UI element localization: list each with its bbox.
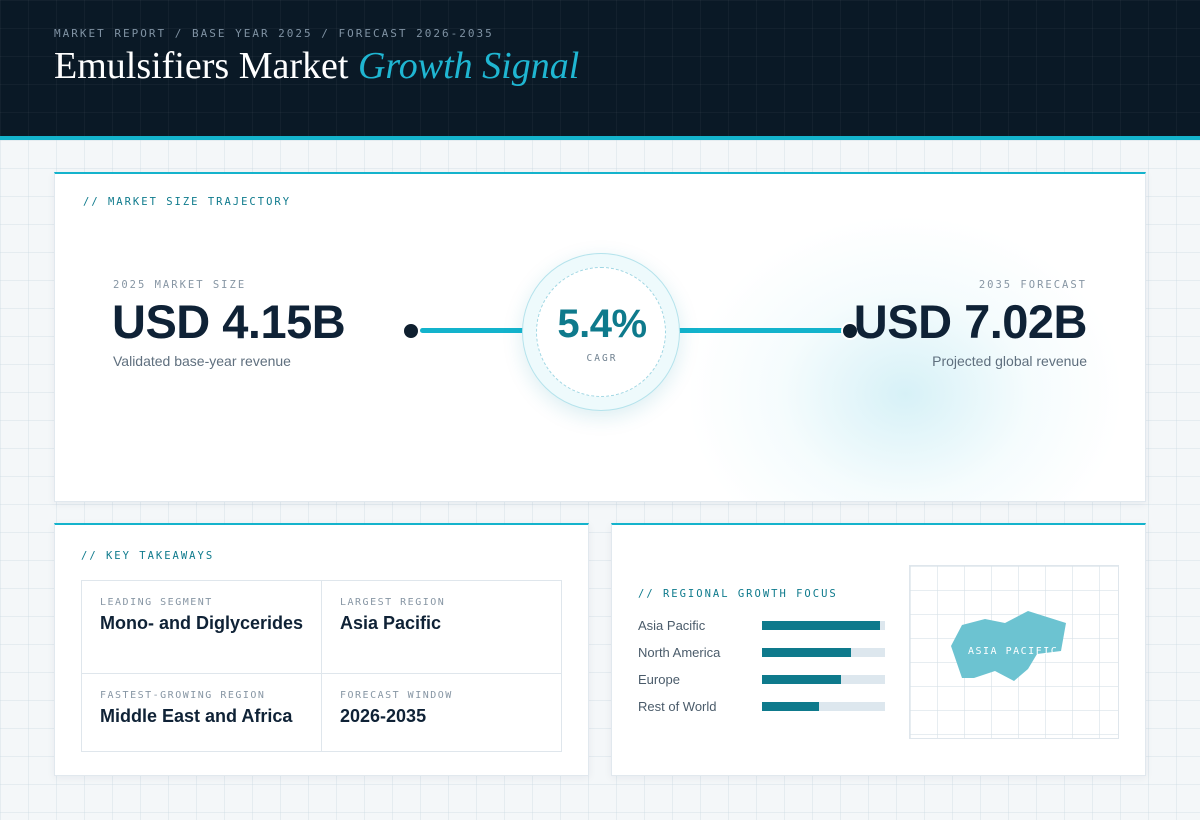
takeaway-fastest-growing-region: FASTEST-GROWING REGION Middle East and A… bbox=[100, 690, 315, 727]
key-takeaways-card: // KEY TAKEAWAYS LEADING SEGMENT Mono- a… bbox=[54, 523, 589, 776]
region-bar-row: Rest of World bbox=[638, 699, 888, 715]
trajectory-line-right bbox=[662, 328, 844, 333]
regional-growth-card: // REGIONAL GROWTH FOCUS Asia Pacific No… bbox=[611, 523, 1146, 776]
region-bar-track bbox=[762, 621, 885, 630]
region-bar-row: Asia Pacific bbox=[638, 618, 888, 634]
section-label-regional: // REGIONAL GROWTH FOCUS bbox=[638, 588, 838, 600]
end-metric-value: USD 7.02B bbox=[853, 295, 1088, 348]
region-bar-row: North America bbox=[638, 645, 888, 661]
region-bar-name: Europe bbox=[638, 672, 680, 687]
start-metric-label: 2025 MARKET SIZE bbox=[113, 279, 247, 291]
title-main: Emulsifiers Market bbox=[54, 45, 349, 87]
cagr-value: 5.4% bbox=[557, 302, 647, 346]
grid-divider-horizontal bbox=[82, 673, 561, 674]
takeaway-label: FORECAST WINDOW bbox=[340, 690, 453, 701]
report-eyebrow: MARKET REPORT / BASE YEAR 2025 / FORECAS… bbox=[54, 27, 494, 40]
report-header: MARKET REPORT / BASE YEAR 2025 / FORECAS… bbox=[0, 0, 1200, 140]
takeaways-grid: LEADING SEGMENT Mono- and Diglycerides L… bbox=[81, 580, 562, 752]
region-bar-track bbox=[762, 648, 885, 657]
takeaway-value: 2026-2035 bbox=[340, 706, 427, 726]
takeaway-label: LARGEST REGION bbox=[340, 597, 446, 608]
trajectory-line-left bbox=[420, 328, 540, 333]
region-bar-name: North America bbox=[638, 645, 721, 660]
map-region-label: ASIA PACIFIC bbox=[968, 646, 1059, 657]
end-metric-label: 2035 FORECAST bbox=[978, 279, 1087, 291]
market-size-card: // MARKET SIZE TRAJECTORY 2025 MARKET SI… bbox=[54, 172, 1146, 502]
cagr-label: CAGR bbox=[586, 353, 618, 364]
region-bar-fill bbox=[762, 702, 819, 711]
cagr-badge: 5.4% CAGR bbox=[522, 253, 680, 411]
region-map: ASIA PACIFIC bbox=[909, 565, 1119, 739]
region-bar-track bbox=[762, 702, 885, 711]
takeaway-value: Mono- and Diglycerides bbox=[100, 613, 304, 633]
end-metric-sub: Projected global revenue bbox=[932, 353, 1087, 369]
takeaway-label: LEADING SEGMENT bbox=[100, 597, 213, 608]
start-metric-sub: Validated base-year revenue bbox=[113, 353, 291, 369]
takeaway-leading-segment: LEADING SEGMENT Mono- and Diglycerides bbox=[100, 597, 305, 634]
background-glow bbox=[685, 214, 1125, 501]
section-label-takeaways: // KEY TAKEAWAYS bbox=[81, 550, 215, 562]
cagr-badge-inner: 5.4% CAGR bbox=[536, 267, 666, 397]
start-metric-value: USD 4.15B bbox=[112, 295, 346, 348]
takeaway-value: Asia Pacific bbox=[340, 613, 442, 633]
title-accent: Growth Signal bbox=[357, 45, 580, 87]
takeaway-label: FASTEST-GROWING REGION bbox=[100, 690, 266, 701]
grid-divider-vertical bbox=[321, 581, 322, 751]
region-bar-name: Rest of World bbox=[638, 699, 717, 714]
region-bar-fill bbox=[762, 621, 881, 630]
asia-pacific-map-shape bbox=[951, 611, 1066, 681]
end-point-dot bbox=[841, 322, 859, 340]
region-bar-track bbox=[762, 675, 885, 684]
region-bar-fill bbox=[762, 675, 841, 684]
takeaway-forecast-window: FORECAST WINDOW 2026-2035 bbox=[340, 690, 550, 727]
page-title: Emulsifiers Market Growth Signal bbox=[54, 44, 579, 88]
start-point-dot bbox=[402, 322, 420, 340]
section-label-trajectory: // MARKET SIZE TRAJECTORY bbox=[83, 196, 292, 208]
takeaway-largest-region: LARGEST REGION Asia Pacific bbox=[340, 597, 550, 634]
takeaway-value: Middle East and Africa bbox=[100, 706, 293, 726]
region-bar-row: Europe bbox=[638, 672, 888, 688]
region-bar-fill bbox=[762, 648, 851, 657]
region-bar-name: Asia Pacific bbox=[638, 618, 706, 633]
